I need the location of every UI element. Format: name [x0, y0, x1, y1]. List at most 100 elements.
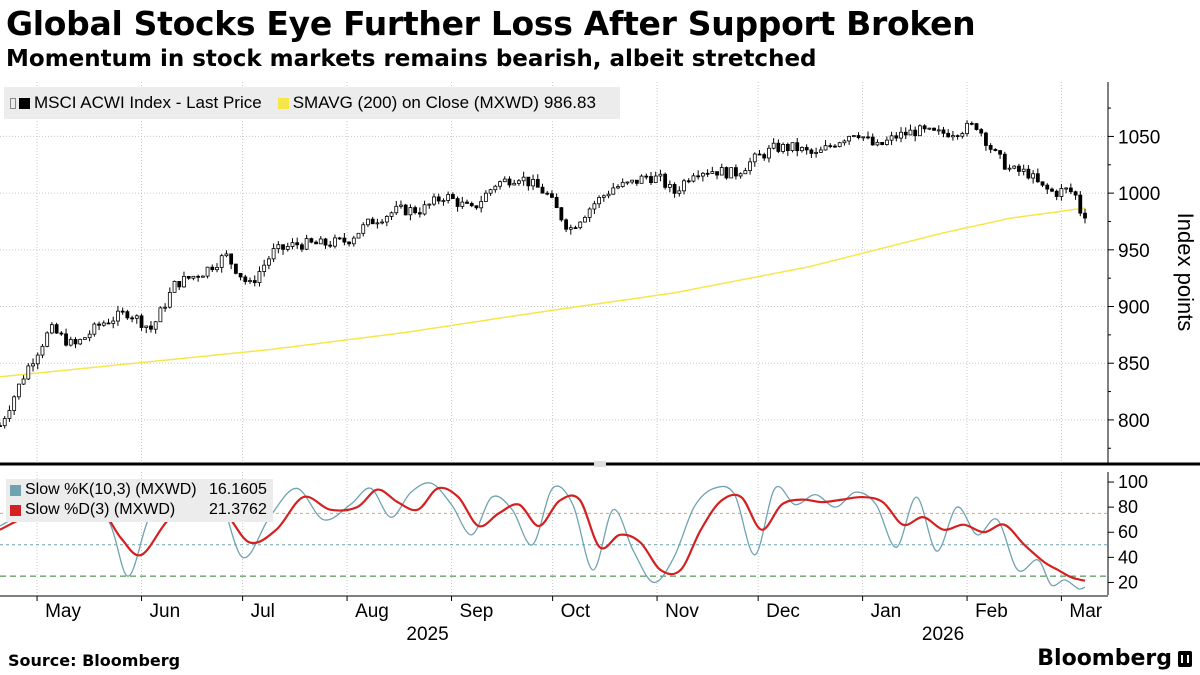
- candle-body: [946, 132, 951, 138]
- candle-body: [361, 224, 366, 234]
- candle-body: [26, 365, 31, 380]
- sma-line: [0, 207, 1086, 378]
- candle-body: [592, 203, 597, 210]
- candle-body: [781, 143, 785, 152]
- candle-body: [908, 129, 913, 136]
- month-label: Jun: [150, 601, 181, 622]
- legend-sma-label: SMAVG (200) on Close (MXWD): [292, 93, 539, 112]
- legend-grip-icon[interactable]: [10, 97, 16, 109]
- candle-body: [663, 173, 668, 188]
- candle-body: [493, 185, 498, 191]
- candle-body: [795, 142, 800, 152]
- legend-k-label: Slow %K(10,3) (MXWD): [25, 481, 197, 498]
- legend-d-value: 21.3762: [209, 501, 267, 518]
- candle-body: [399, 204, 403, 207]
- candle-body: [658, 173, 663, 177]
- candle-body: [205, 266, 210, 277]
- candle-body: [757, 153, 762, 156]
- candle-body: [351, 237, 356, 245]
- candle-body: [960, 133, 965, 137]
- candle-body: [111, 320, 116, 324]
- price-tick-label: 950: [1118, 241, 1150, 262]
- candle-body: [526, 176, 531, 187]
- candle-body: [729, 167, 734, 179]
- month-label: May: [45, 601, 81, 622]
- candle-body: [512, 182, 517, 186]
- candle-body: [238, 272, 243, 278]
- candle-body: [1007, 167, 1012, 170]
- candle-body: [474, 205, 479, 209]
- candle-body: [375, 222, 380, 225]
- oscillator-grid: [0, 472, 1108, 595]
- candle-body: [276, 244, 281, 250]
- candle-body: [611, 187, 616, 195]
- panel-resize-handle-icon[interactable]: [594, 461, 606, 467]
- candle-body: [979, 129, 984, 134]
- candle-body: [875, 141, 880, 146]
- candle-body: [224, 253, 229, 257]
- candle-body: [83, 337, 87, 340]
- candle-body: [177, 280, 182, 288]
- candle-body: [266, 258, 271, 266]
- candle-body: [106, 322, 111, 325]
- candle-body: [16, 383, 21, 398]
- candle-body: [233, 263, 238, 274]
- legend-price-label: MSCI ACWI Index - Last Price: [34, 93, 262, 112]
- candle-body: [1068, 187, 1073, 193]
- candle-body: [634, 179, 639, 184]
- candle-body: [281, 244, 285, 250]
- candle-body: [1035, 173, 1040, 183]
- candle-body: [210, 266, 215, 271]
- candle-body: [191, 275, 196, 279]
- candle-body: [823, 145, 828, 151]
- brand-logo: Bloomberg: [1037, 646, 1192, 671]
- candle-body: [554, 196, 559, 209]
- source-note: Source: Bloomberg: [8, 651, 181, 670]
- legend-item-sma: SMAVG (200) on Close (MXWD) 986.83: [277, 93, 596, 113]
- osc-tick-label: 100: [1118, 472, 1148, 492]
- candle-body: [366, 218, 370, 226]
- candle-body: [889, 135, 894, 141]
- candle-body: [535, 179, 540, 188]
- month-label: Jul: [251, 601, 275, 622]
- candle-body: [1078, 194, 1083, 214]
- candle-body: [130, 317, 134, 320]
- candle-body: [163, 306, 168, 309]
- candle-body: [734, 167, 738, 177]
- candle-body: [833, 145, 837, 148]
- candle-body: [922, 125, 927, 130]
- price-tick-label: 900: [1118, 298, 1150, 319]
- candle-body: [951, 135, 955, 138]
- candle-body: [436, 196, 441, 202]
- candle-body: [653, 175, 658, 184]
- candle-body: [719, 167, 724, 176]
- candle-body: [851, 135, 856, 137]
- candle-body: [743, 170, 748, 175]
- candle-body: [1054, 190, 1059, 197]
- candle-body: [531, 179, 535, 187]
- labels-layer: 800 850 900 950 1000 1050 Index points 20 40 60 80…: [45, 127, 1198, 645]
- candle-body: [92, 323, 97, 335]
- candle-body: [35, 354, 40, 365]
- candle-body: [884, 139, 889, 145]
- candle-body: [1073, 191, 1078, 196]
- candle-body: [167, 291, 172, 308]
- candle-body: [955, 135, 960, 137]
- osc-tick-label: 80: [1118, 497, 1138, 517]
- candle-body: [248, 280, 252, 282]
- candle-body: [139, 315, 144, 328]
- candle-body: [1026, 168, 1031, 179]
- candle-body: [73, 339, 78, 345]
- candle-body: [776, 142, 781, 152]
- candle-body: [705, 172, 710, 175]
- candle-body: [790, 142, 795, 152]
- candle-body: [587, 208, 592, 218]
- candle-body: [804, 147, 809, 151]
- legend-item-d: Slow %D(3) (MXWD) 21.3762: [10, 500, 267, 520]
- candle-body: [700, 172, 705, 177]
- candle-body: [649, 176, 653, 184]
- candle-body: [243, 276, 248, 282]
- candle-body: [1064, 187, 1069, 190]
- candle-body: [899, 131, 903, 139]
- candle-body: [450, 194, 455, 199]
